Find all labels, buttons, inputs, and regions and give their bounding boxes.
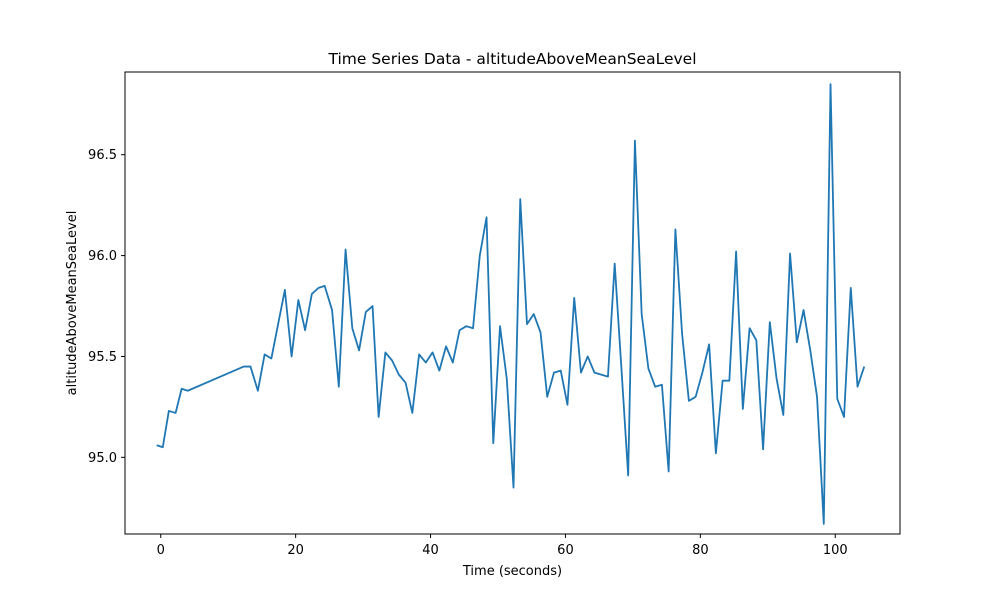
x-tick-label: 60 bbox=[557, 543, 574, 558]
x-tick-label: 40 bbox=[422, 543, 439, 558]
x-tick-label: 80 bbox=[692, 543, 709, 558]
y-tick-label: 95.5 bbox=[88, 350, 117, 365]
y-tick-label: 96.5 bbox=[88, 148, 117, 163]
series-line-0 bbox=[156, 83, 866, 525]
y-tick-label: 96.0 bbox=[88, 249, 117, 264]
y-axis: 95.0 95.5 96.0 96.5 bbox=[88, 148, 125, 466]
x-tick-label: 0 bbox=[157, 543, 165, 558]
chart-title: Time Series Data - altitudeAboveMeanSeaL… bbox=[327, 50, 696, 68]
x-tick-label: 100 bbox=[823, 543, 848, 558]
y-axis-label: altitudeAboveMeanSeaLevel bbox=[65, 211, 80, 396]
x-axis-label: Time (seconds) bbox=[462, 564, 562, 579]
plot-area bbox=[156, 83, 866, 525]
x-tick-label: 20 bbox=[287, 543, 304, 558]
y-tick-label: 95.0 bbox=[88, 451, 117, 466]
axes-frame bbox=[124, 71, 901, 535]
x-axis: 0 20 40 60 80 100 bbox=[157, 534, 848, 558]
